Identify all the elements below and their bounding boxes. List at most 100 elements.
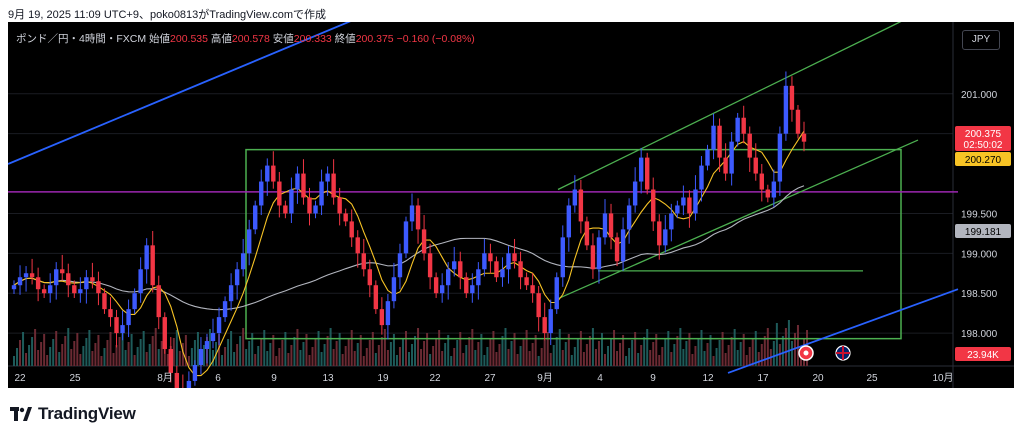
price-tick-label: 201.000 bbox=[961, 90, 998, 101]
high-label: 高値 bbox=[210, 33, 232, 45]
candle-body bbox=[216, 317, 222, 334]
candle-body bbox=[11, 285, 17, 290]
last-price-label-box bbox=[955, 126, 1011, 151]
currency-button[interactable]: JPY bbox=[962, 30, 1000, 50]
volume-bar bbox=[408, 352, 410, 366]
volume-bar bbox=[212, 350, 215, 366]
candle-body bbox=[132, 293, 137, 310]
volume-bar bbox=[257, 346, 260, 366]
candle-body bbox=[271, 165, 276, 182]
volume-bar bbox=[236, 344, 239, 366]
blue-trend-upper bbox=[8, 22, 351, 165]
candle-body bbox=[313, 205, 318, 214]
volume-bar bbox=[55, 331, 58, 366]
ma-fast-price-label-text: 200.270 bbox=[965, 155, 1002, 166]
volume-bar bbox=[172, 338, 175, 366]
candle-body bbox=[512, 253, 517, 262]
last-price-label-text: 200.375 bbox=[965, 129, 1002, 140]
volume-bar bbox=[275, 356, 278, 366]
volume-bar bbox=[242, 328, 245, 366]
time-tick-label: 22 bbox=[14, 373, 26, 384]
candle-body bbox=[210, 333, 216, 342]
volume-bar bbox=[130, 334, 133, 366]
volume-bar bbox=[576, 339, 579, 366]
candle-body bbox=[524, 277, 529, 286]
candle-body bbox=[687, 197, 692, 214]
volume-bar bbox=[64, 336, 67, 366]
volume-bar bbox=[178, 351, 181, 366]
candle-body bbox=[699, 165, 704, 190]
volume-bar bbox=[218, 334, 221, 366]
volume-bar bbox=[474, 350, 477, 366]
candle-body bbox=[108, 309, 113, 318]
volume-label-box bbox=[955, 347, 1011, 361]
candle-body bbox=[150, 245, 155, 286]
volume-bar bbox=[679, 328, 682, 366]
volume-bar bbox=[661, 347, 664, 366]
volume-bar bbox=[751, 339, 754, 366]
time-tick-label: 27 bbox=[484, 373, 496, 384]
volume-bar bbox=[208, 329, 211, 366]
volume-bar bbox=[504, 328, 507, 366]
volume-bar bbox=[700, 330, 703, 366]
tradingview-logo[interactable]: TradingView bbox=[10, 404, 136, 424]
high-value: 200.578 bbox=[231, 33, 270, 45]
brand-name: TradingView bbox=[38, 404, 136, 423]
volume-bar bbox=[91, 351, 94, 366]
candle-body bbox=[536, 293, 541, 318]
candle-body bbox=[337, 197, 342, 214]
candle-body bbox=[452, 261, 457, 270]
volume-bar bbox=[398, 347, 401, 366]
volume-bar bbox=[148, 344, 151, 366]
volume-bar bbox=[40, 342, 43, 366]
candle-body bbox=[645, 157, 650, 190]
candle-body bbox=[47, 285, 53, 294]
time-tick-label: 25 bbox=[866, 373, 878, 384]
volume-bar bbox=[281, 340, 284, 366]
volume-bar bbox=[284, 332, 287, 366]
candle-body bbox=[253, 205, 258, 230]
volume-bar bbox=[591, 328, 594, 366]
volume-bar bbox=[649, 350, 652, 366]
volume-bar bbox=[266, 351, 269, 366]
candle-body bbox=[433, 277, 439, 294]
candle-body bbox=[367, 269, 373, 286]
time-tick-label: 22 bbox=[429, 373, 441, 384]
volume-bar bbox=[308, 355, 311, 366]
candle-body bbox=[783, 85, 789, 134]
candle-body bbox=[204, 341, 210, 350]
candle-body bbox=[566, 205, 572, 238]
volume-bar bbox=[374, 353, 377, 366]
chart-frame[interactable]: 201.000200.500199.500199.000198.500198.0… bbox=[8, 22, 1014, 388]
candle-body bbox=[289, 189, 294, 214]
volume-bar bbox=[588, 336, 591, 366]
price-chart[interactable]: 201.000200.500199.500199.000198.500198.0… bbox=[8, 22, 1014, 388]
volume-bar bbox=[269, 343, 272, 366]
candle-body bbox=[144, 245, 149, 270]
volume-bar bbox=[697, 338, 700, 366]
volume-bar bbox=[534, 335, 537, 366]
volume-bar bbox=[76, 333, 79, 366]
volume-bar bbox=[103, 348, 106, 366]
blue-trend-lower bbox=[727, 288, 959, 374]
candle-body bbox=[759, 173, 764, 190]
volume-bar bbox=[139, 339, 142, 366]
candle-body bbox=[675, 205, 680, 214]
volume-bar bbox=[272, 335, 275, 366]
volume-bar bbox=[329, 328, 332, 366]
volume-bar bbox=[350, 330, 353, 366]
candle-body bbox=[96, 281, 101, 294]
candle-body bbox=[578, 189, 584, 222]
candle-body bbox=[186, 380, 192, 388]
candle-body bbox=[747, 133, 752, 158]
ma-slow-line bbox=[13, 185, 805, 311]
candle-body bbox=[349, 221, 354, 238]
volume-bar bbox=[561, 350, 564, 366]
volume-bar bbox=[552, 345, 555, 366]
open-value: 200.535 bbox=[170, 33, 208, 45]
candle-body bbox=[379, 309, 385, 326]
ma-slow-price-label-text: 199.181 bbox=[965, 227, 1002, 238]
volume-bar bbox=[184, 335, 187, 366]
volume-bar bbox=[600, 333, 603, 366]
volume-bar bbox=[471, 329, 474, 366]
